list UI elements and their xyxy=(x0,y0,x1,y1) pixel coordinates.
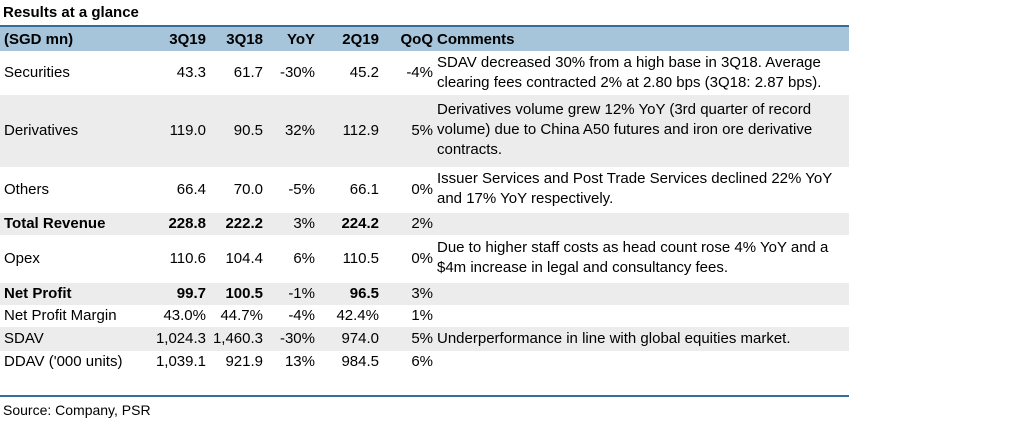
table-row: Opex 110.6 104.4 6% 110.5 0% Due to high… xyxy=(0,235,849,283)
cell-2q19: 42.4% xyxy=(336,307,379,324)
table-row: Total Revenue 228.8 222.2 3% 224.2 2% xyxy=(0,213,849,235)
cell-2q19: 984.5 xyxy=(341,353,379,370)
cell-3q19: 66.4 xyxy=(176,181,206,198)
cell-2q19: 224.2 xyxy=(341,215,379,232)
cell-3q18: 921.9 xyxy=(225,353,263,370)
cell-3q19: 110.6 xyxy=(169,250,206,267)
table-row: Others 66.4 70.0 -5% 66.1 0% Issuer Serv… xyxy=(0,167,849,213)
cell-yoy: 32% xyxy=(284,122,315,139)
header-3q18: 3Q18 xyxy=(226,30,263,48)
row-label: SDAV xyxy=(4,330,44,347)
cell-qoq: 5% xyxy=(411,122,433,139)
cell-comment xyxy=(433,213,849,235)
row-label: Opex xyxy=(4,250,40,267)
cell-qoq: 0% xyxy=(411,181,433,198)
cell-qoq: 2% xyxy=(411,215,433,232)
cell-qoq: 0% xyxy=(411,250,433,267)
cell-yoy: -5% xyxy=(288,181,315,198)
cell-comment: Issuer Services and Post Trade Services … xyxy=(437,170,832,207)
cell-3q19: 228.8 xyxy=(168,215,206,232)
cell-2q19: 112.9 xyxy=(342,122,379,139)
cell-3q18: 222.2 xyxy=(225,215,263,232)
cell-comment xyxy=(433,351,849,373)
cell-3q19: 43.0% xyxy=(163,307,206,324)
cell-3q18: 61.7 xyxy=(233,64,263,81)
cell-yoy: -30% xyxy=(279,330,315,347)
page-title: Results at a glance xyxy=(3,4,139,21)
cell-3q19: 119.0 xyxy=(169,122,206,139)
row-label: Securities xyxy=(4,64,70,81)
cell-comment: Underperformance in line with global equ… xyxy=(437,330,791,347)
cell-3q18: 100.5 xyxy=(225,285,263,302)
row-label: Net Profit Margin xyxy=(4,307,117,324)
header-unit: (SGD mn) xyxy=(4,30,74,48)
header-yoy: YoY xyxy=(286,30,315,48)
cell-3q18: 104.4 xyxy=(225,250,263,267)
cell-qoq: 5% xyxy=(411,330,433,347)
cell-3q18: 70.0 xyxy=(233,181,263,198)
cell-yoy: 3% xyxy=(293,215,315,232)
cell-qoq: 3% xyxy=(411,285,433,302)
header-3q19: 3Q19 xyxy=(169,30,206,48)
cell-yoy: -1% xyxy=(288,285,315,302)
cell-3q19: 1,024.3 xyxy=(155,330,206,347)
cell-yoy: 13% xyxy=(284,353,315,370)
cell-qoq: -4% xyxy=(406,64,433,81)
cell-3q19: 1,039.1 xyxy=(155,353,206,370)
header-qoq: QoQ xyxy=(400,30,434,48)
cell-3q18: 1,460.3 xyxy=(212,330,263,347)
cell-2q19: 45.2 xyxy=(349,64,379,81)
header-comments: Comments xyxy=(437,30,515,48)
cell-comment xyxy=(433,283,849,305)
cell-comment xyxy=(433,305,849,327)
cell-2q19: 66.1 xyxy=(349,181,379,198)
header-2q19: 2Q19 xyxy=(342,30,379,48)
table-header: (SGD mn) 3Q19 3Q18 YoY 2Q19 QoQ Comments xyxy=(0,25,849,51)
table-row: Net Profit 99.7 100.5 -1% 96.5 3% xyxy=(0,283,849,305)
cell-3q19: 99.7 xyxy=(176,285,206,302)
table-row: Derivatives 119.0 90.5 32% 112.9 5% Deri… xyxy=(0,95,849,167)
cell-comment: Derivatives volume grew 12% YoY (3rd qua… xyxy=(437,101,813,158)
cell-qoq: 1% xyxy=(411,307,433,324)
row-label: Derivatives xyxy=(4,122,79,139)
row-label: DDAV ('000 units) xyxy=(4,353,123,370)
cell-3q18: 90.5 xyxy=(233,122,263,139)
row-label: Net Profit xyxy=(4,285,72,302)
table-row: SDAV 1,024.3 1,460.3 -30% 974.0 5% Under… xyxy=(0,327,849,351)
cell-3q18: 44.7% xyxy=(220,307,263,324)
cell-yoy: -30% xyxy=(279,64,315,81)
cell-comment: Due to higher staff costs as head count … xyxy=(437,239,829,276)
cell-comment: SDAV decreased 30% from a high base in 3… xyxy=(437,54,822,91)
cell-2q19: 110.5 xyxy=(342,250,379,267)
table-row: Securities 43.3 61.7 -30% 45.2 -4% SDAV … xyxy=(0,51,849,95)
results-table: (SGD mn) 3Q19 3Q18 YoY 2Q19 QoQ Comments… xyxy=(0,25,849,373)
cell-2q19: 96.5 xyxy=(349,285,379,302)
table-row: Net Profit Margin 43.0% 44.7% -4% 42.4% … xyxy=(0,305,849,327)
cell-3q19: 43.3 xyxy=(176,64,206,81)
table-bottom-rule xyxy=(0,395,849,397)
cell-yoy: -4% xyxy=(288,307,315,324)
cell-yoy: 6% xyxy=(293,250,315,267)
row-label: Total Revenue xyxy=(4,215,106,232)
cell-2q19: 974.0 xyxy=(341,330,379,347)
row-label: Others xyxy=(4,181,50,198)
table-row: DDAV ('000 units) 1,039.1 921.9 13% 984.… xyxy=(0,351,849,373)
source-note: Source: Company, PSR xyxy=(3,402,151,418)
cell-qoq: 6% xyxy=(411,353,433,370)
